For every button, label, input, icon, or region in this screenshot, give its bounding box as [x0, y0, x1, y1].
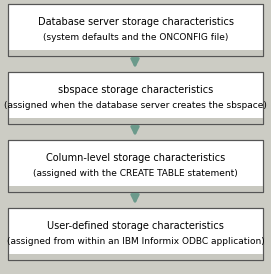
- Text: (assigned with the CREATE TABLE statement): (assigned with the CREATE TABLE statemen…: [33, 169, 238, 178]
- Text: Column-level storage characteristics: Column-level storage characteristics: [46, 153, 225, 163]
- Text: User-defined storage characteristics: User-defined storage characteristics: [47, 221, 224, 231]
- Bar: [8, 140, 263, 192]
- Bar: [8, 72, 263, 124]
- Text: sbspace storage characteristics: sbspace storage characteristics: [58, 85, 213, 95]
- Text: (assigned from within an IBM Informix ODBC application): (assigned from within an IBM Informix OD…: [7, 237, 264, 246]
- Bar: [8, 208, 263, 260]
- Text: (assigned when the database server creates the sbspace): (assigned when the database server creat…: [4, 101, 267, 110]
- Text: (system defaults and the ONCONFIG file): (system defaults and the ONCONFIG file): [43, 33, 228, 42]
- Bar: [8, 72, 263, 124]
- Bar: [8, 254, 263, 260]
- Bar: [8, 118, 263, 124]
- Bar: [8, 4, 263, 56]
- Text: Database server storage characteristics: Database server storage characteristics: [37, 17, 234, 27]
- Bar: [8, 50, 263, 56]
- Bar: [8, 4, 263, 56]
- Bar: [8, 140, 263, 192]
- Bar: [8, 208, 263, 260]
- Bar: [8, 186, 263, 192]
